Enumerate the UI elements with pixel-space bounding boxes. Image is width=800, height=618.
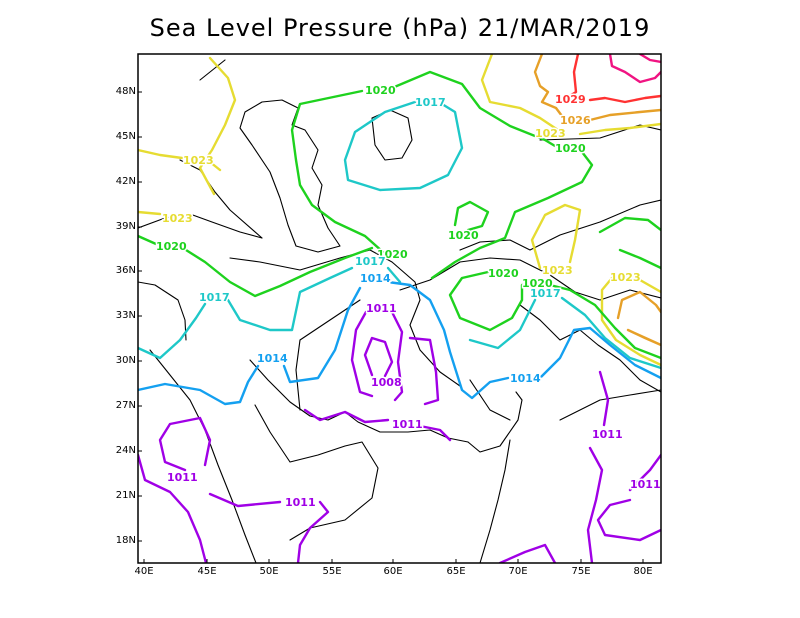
contour-1008 bbox=[363, 336, 394, 378]
axis-ticks bbox=[138, 91, 644, 563]
lat-label: 36N bbox=[115, 265, 136, 276]
contour-1023 bbox=[138, 54, 661, 367]
lon-label: 60E bbox=[383, 566, 403, 577]
contour-label: 1017 bbox=[199, 291, 230, 304]
contour-label: 1011 bbox=[392, 418, 423, 431]
contour-label: 1011 bbox=[592, 428, 623, 441]
lon-label: 75E bbox=[571, 566, 591, 577]
contour-label: 1020 bbox=[555, 142, 586, 155]
lon-label: 50E bbox=[259, 566, 279, 577]
contour-1026 bbox=[533, 54, 661, 347]
lon-label: 55E bbox=[322, 566, 342, 577]
lat-label: 24N bbox=[115, 445, 136, 456]
lon-label: 70E bbox=[508, 566, 528, 577]
coastlines bbox=[138, 59, 661, 563]
lat-label: 33N bbox=[115, 310, 136, 321]
contour-labels: 1020 1017 1029 1026 1023 1020 1023 1023 … bbox=[155, 83, 663, 511]
contour-label: 1020 bbox=[488, 267, 519, 280]
contour-label: 1011 bbox=[285, 496, 316, 509]
lat-label: 27N bbox=[115, 400, 136, 411]
contour-label: 1011 bbox=[366, 302, 397, 315]
contour-label: 1014 bbox=[510, 372, 541, 385]
contour-label: 1017 bbox=[530, 287, 561, 300]
contour-label: 1023 bbox=[542, 264, 573, 277]
contour-label: 1020 bbox=[448, 229, 479, 242]
contour-label: 1011 bbox=[167, 471, 198, 484]
lat-label: 21N bbox=[115, 490, 136, 501]
lat-label: 39N bbox=[115, 221, 136, 232]
contour-label: 1020 bbox=[377, 248, 408, 261]
lat-label: 42N bbox=[115, 176, 136, 187]
lon-label: 45E bbox=[197, 566, 217, 577]
map-title: Sea Level Pressure (hPa) 21/MAR/2019 bbox=[149, 14, 651, 42]
contour-label: 1023 bbox=[183, 154, 214, 167]
lat-label: 45N bbox=[115, 131, 136, 142]
contour-label: 1008 bbox=[371, 376, 402, 389]
contour-label: 1026 bbox=[560, 114, 591, 127]
contour-label: 1020 bbox=[522, 277, 553, 290]
contour-1029 bbox=[566, 54, 661, 104]
contour-label: 1014 bbox=[360, 272, 391, 285]
contour-label: 1014 bbox=[257, 352, 288, 365]
lat-label: 18N bbox=[115, 535, 136, 546]
contour-1017 bbox=[138, 100, 661, 370]
lat-label: 48N bbox=[115, 86, 136, 97]
contour-label: 1011 bbox=[630, 478, 661, 491]
contour-label: 1020 bbox=[156, 240, 187, 253]
contour-label: 1029 bbox=[555, 93, 586, 106]
contour-label: 1023 bbox=[162, 212, 193, 225]
lon-label: 40E bbox=[134, 566, 154, 577]
contour-label: 1023 bbox=[610, 271, 641, 284]
contour-1032 bbox=[608, 54, 661, 84]
lon-label: 65E bbox=[446, 566, 466, 577]
contour-label: 1017 bbox=[355, 255, 386, 268]
lon-label: 80E bbox=[633, 566, 653, 577]
contour-label: 1023 bbox=[535, 127, 566, 140]
contour-1020 bbox=[138, 70, 661, 360]
contour-1011 bbox=[138, 310, 661, 563]
map-frame bbox=[137, 53, 662, 564]
contour-label: 1017 bbox=[415, 96, 446, 109]
contour-1014 bbox=[138, 280, 661, 406]
lat-label: 30N bbox=[115, 355, 136, 366]
contour-label: 1020 bbox=[365, 84, 396, 97]
